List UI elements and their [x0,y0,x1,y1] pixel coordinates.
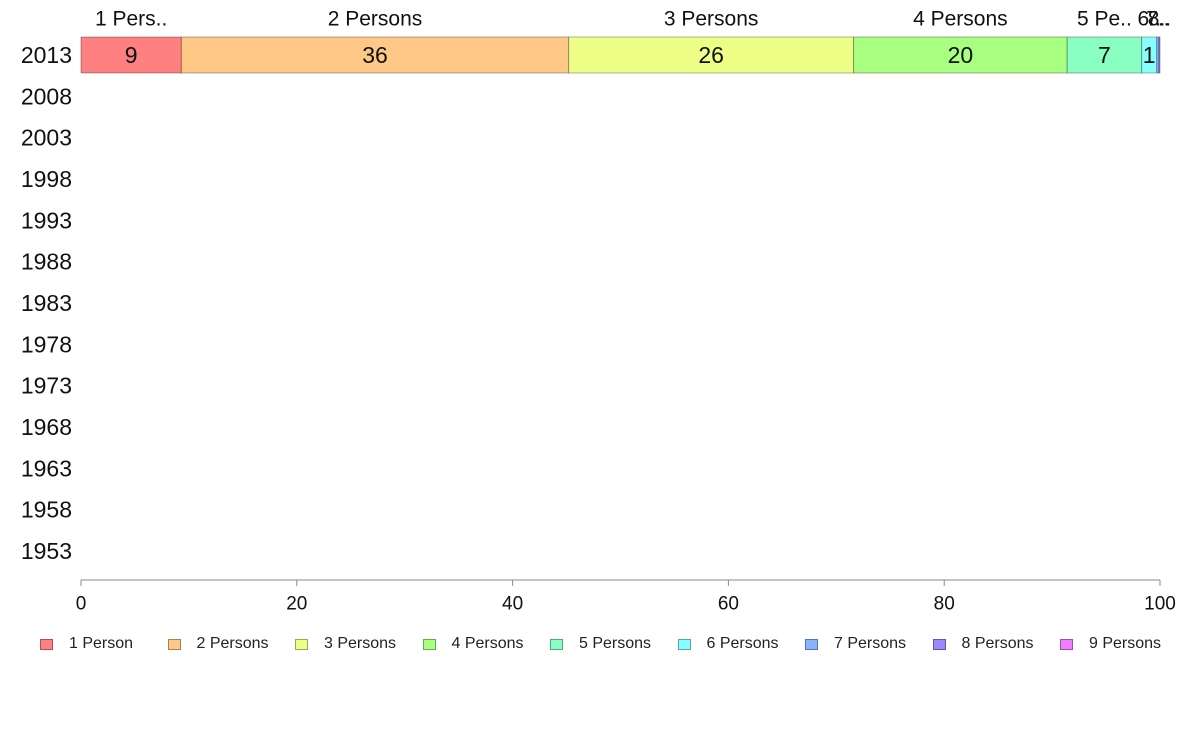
y-tick-label: 2003 [21,125,72,151]
data-label: 1 [1143,42,1156,68]
legend-swatch [422,638,436,650]
legend-label: 5 Persons [579,635,652,652]
x-tick-label: 40 [502,594,523,615]
data-label: 9 [125,42,138,68]
segment-top-label: 1 Pers.. [95,8,167,31]
x-tick-label: 80 [934,594,955,615]
legend-label: 6 Persons [706,635,779,652]
y-tick-label: 1998 [21,166,72,192]
x-tick-label: 60 [718,594,739,615]
legend-swatch [295,638,308,650]
legend-item: 3 Persons [295,634,396,654]
x-tick-label: 0 [76,594,87,615]
data-label: 26 [698,42,724,68]
legend-label: 3 Persons [324,635,397,652]
legend-swatch [677,638,691,650]
legend-item: 1 Person [40,634,133,654]
legend-label: 7 Persons [834,635,907,652]
y-tick-label: 1963 [21,455,72,481]
segment-top-label: 8.. [1148,8,1171,31]
legend-swatch [932,638,946,650]
legend-item: 4 Persons [422,634,524,654]
data-label: 36 [362,42,388,68]
legend-swatch [40,638,53,650]
legend-label: 2 Persons [196,635,269,652]
segment-top-label: 3 Persons [664,8,759,31]
legend-label: 4 Persons [451,635,524,652]
y-tick-label: 1988 [21,249,72,275]
legend-label: 8 Persons [961,635,1034,652]
bar-segment [180,36,570,74]
legend-item: 7 Persons [805,634,906,654]
bar-segment [1158,36,1161,74]
segment-top-label: 6.. [1138,8,1161,31]
legend-item: 6 Persons [677,634,779,654]
bar-segment [1066,36,1143,74]
y-tick-label: 1958 [21,497,72,523]
y-tick-label: 1953 [21,538,72,564]
bar-segment [1156,36,1160,74]
x-tick-label: 100 [1144,594,1176,615]
legend-swatch [1060,638,1073,650]
segment-top-label: 5 Pe.. [1077,8,1132,31]
y-tick-label: 2013 [21,42,72,68]
segment-top-label: 7.. [1146,8,1169,31]
legend-item: 2 Persons [167,634,269,654]
bar-segment [80,36,182,74]
data-label: 20 [948,42,974,68]
legend-swatch [167,638,181,650]
y-tick-label: 2008 [21,83,72,109]
y-tick-label: 1968 [21,414,72,440]
legend-swatch [550,638,563,650]
y-tick-label: 1983 [21,290,72,316]
segment-top-label: 2 Persons [328,8,423,31]
legend-item: 8 Persons [932,634,1034,654]
data-label: 7 [1098,42,1111,68]
legend-label: 1 Person [69,635,134,652]
chart-legend: 1 Person 2 Persons 3 Persons 4 Persons 5 Per… [0,634,1188,654]
legend-swatch [805,638,818,650]
legend-label: 9 Persons [1089,635,1162,652]
legend-item: 9 Persons [1060,634,1161,654]
y-tick-label: 1978 [21,331,72,357]
y-tick-label: 1973 [21,373,72,399]
segment-top-label: 4 Persons [913,8,1008,31]
y-tick-label: 1993 [21,207,72,233]
bar-segment [568,36,855,74]
legend-item: 5 Persons [550,634,651,654]
x-tick-label: 20 [286,594,307,615]
